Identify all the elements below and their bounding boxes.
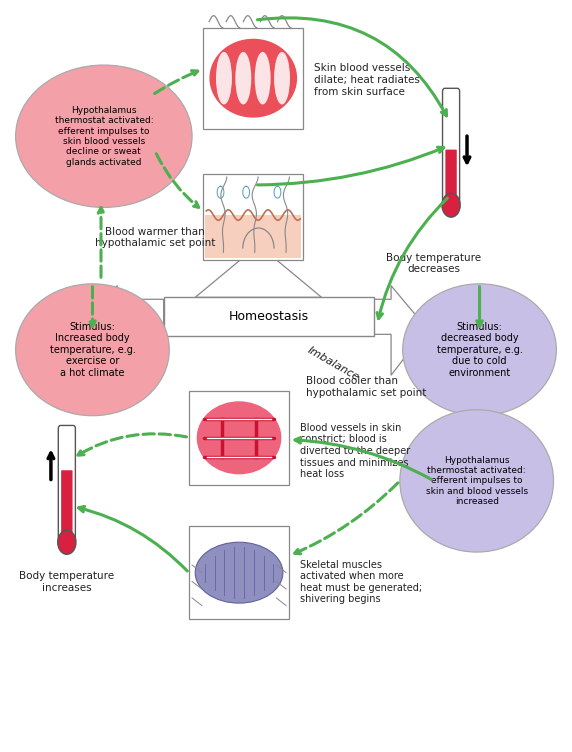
Text: Stimulus:
Increased body
temperature, e.g.
exercise or
a hot climate: Stimulus: Increased body temperature, e.… [50,322,136,378]
FancyBboxPatch shape [443,88,460,205]
Text: Homeostasis: Homeostasis [229,311,309,323]
Circle shape [58,530,76,554]
Ellipse shape [235,52,251,105]
Ellipse shape [255,52,271,105]
FancyBboxPatch shape [61,470,73,538]
FancyBboxPatch shape [189,391,289,484]
Ellipse shape [209,39,297,117]
Text: Stimulus:
decreased body
temperature, e.g.
due to cold
environment: Stimulus: decreased body temperature, e.… [436,322,522,378]
Polygon shape [374,286,427,375]
FancyBboxPatch shape [164,297,374,336]
FancyBboxPatch shape [204,28,303,129]
Ellipse shape [274,52,290,105]
Ellipse shape [15,284,169,416]
FancyBboxPatch shape [205,214,301,258]
FancyBboxPatch shape [189,526,289,620]
Ellipse shape [195,542,283,603]
FancyBboxPatch shape [446,150,457,201]
Ellipse shape [216,52,232,105]
Text: Hypothalamus
thermostat activated:
efferent impulses to
skin and blood vessels
i: Hypothalamus thermostat activated: effer… [426,456,528,506]
Ellipse shape [403,284,557,416]
Circle shape [442,193,460,217]
Text: Blood warmer than
hypothalamic set point: Blood warmer than hypothalamic set point [95,226,215,248]
Text: Body temperature
increases: Body temperature increases [19,572,114,593]
Text: Skin blood vessels
dilate; heat radiates
from skin surface: Skin blood vessels dilate; heat radiates… [315,63,420,97]
Text: Skeletal muscles
activated when more
heat must be generated;
shivering begins: Skeletal muscles activated when more hea… [300,559,422,605]
Ellipse shape [197,402,281,475]
Ellipse shape [400,410,554,552]
Text: Blood vessels in skin
constrict; blood is
diverted to the deeper
tissues and min: Blood vessels in skin constrict; blood i… [300,423,411,479]
Text: Blood cooler than
hypothalamic set point: Blood cooler than hypothalamic set point [306,377,426,398]
Polygon shape [195,245,321,297]
FancyBboxPatch shape [204,174,303,260]
Text: Body temperature
decreases: Body temperature decreases [387,253,482,274]
Polygon shape [84,286,164,348]
Text: Hypothalamus
thermostat activated:
efferent impulses to
skin blood vessels
decli: Hypothalamus thermostat activated: effer… [54,106,153,167]
Text: Imbalance: Imbalance [306,345,362,383]
FancyBboxPatch shape [58,426,76,541]
Ellipse shape [15,65,192,208]
